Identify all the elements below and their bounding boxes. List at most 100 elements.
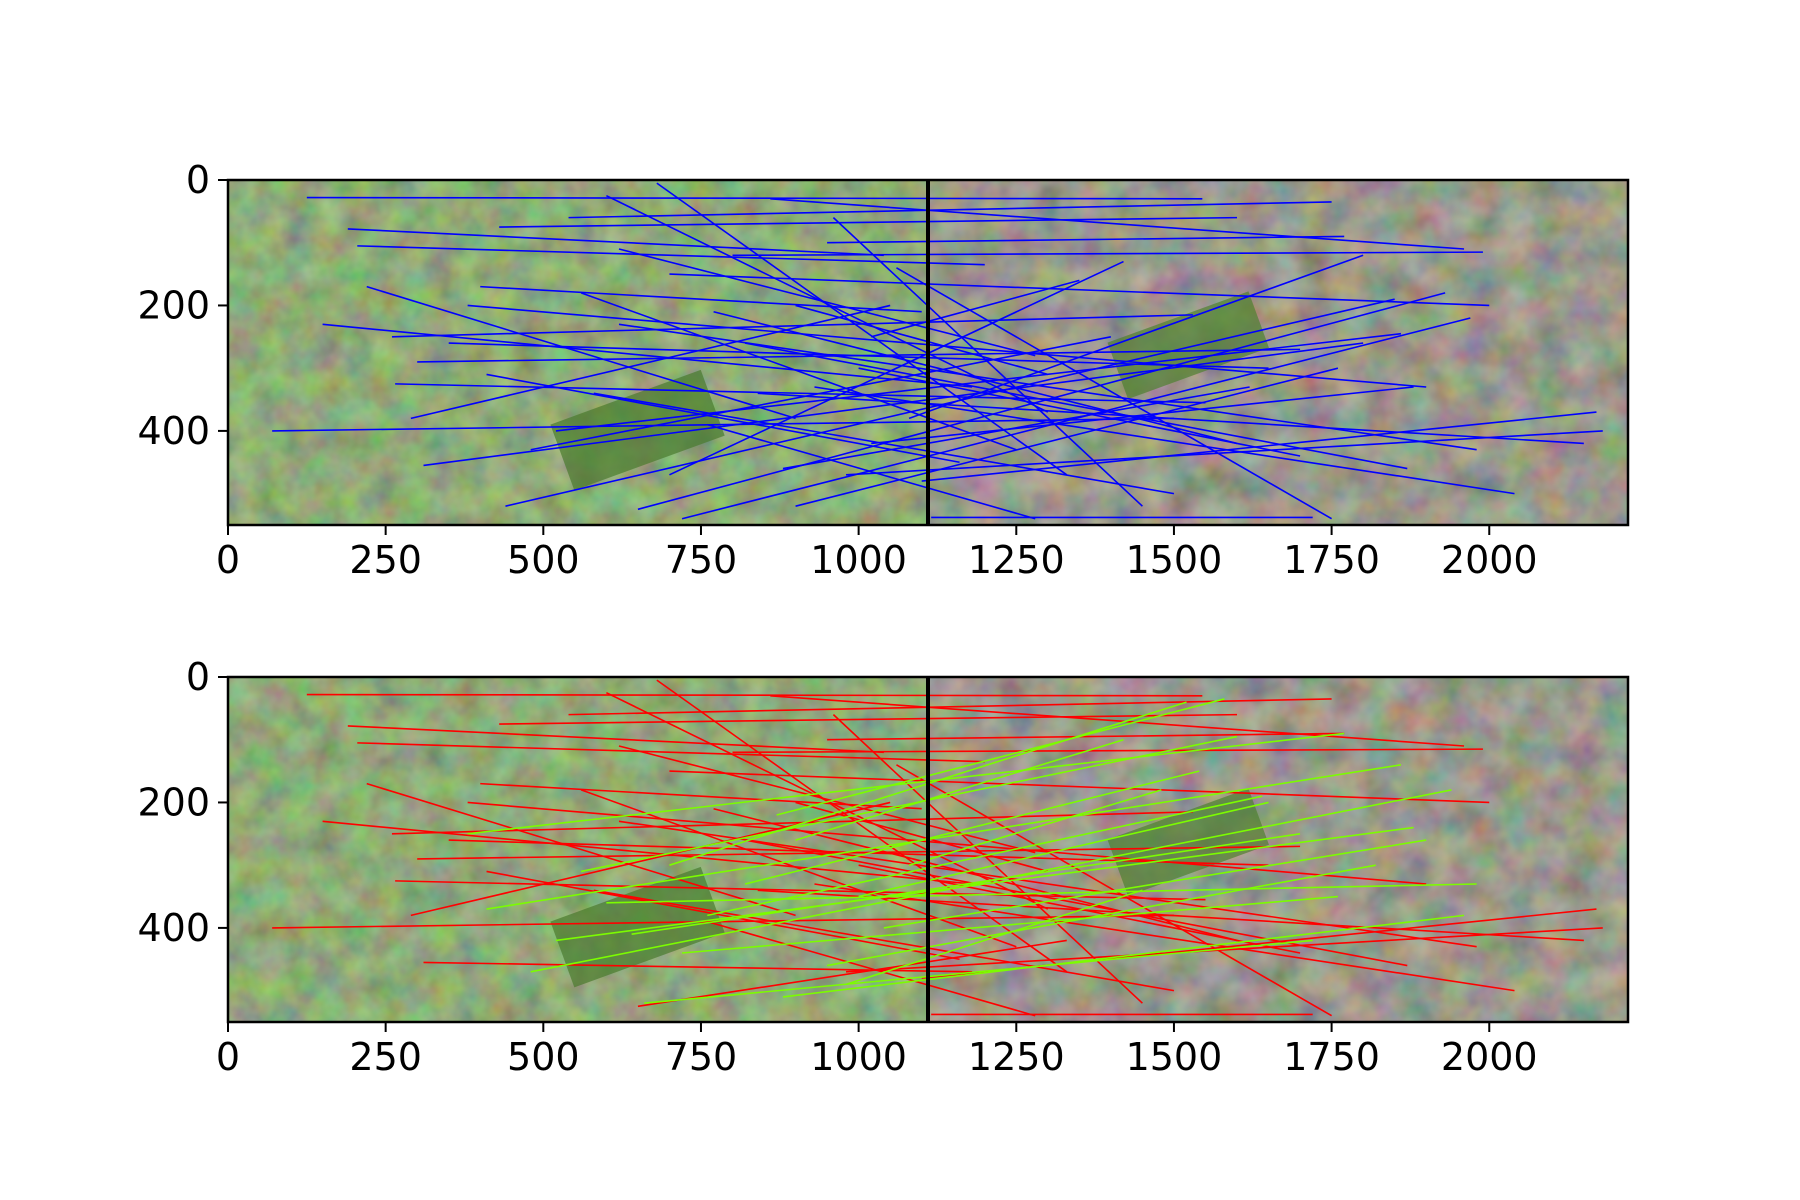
outlier-match-line xyxy=(669,770,1490,804)
match-line xyxy=(707,423,1036,520)
outlier-match-line xyxy=(322,820,973,885)
match-line xyxy=(871,279,1080,338)
match-line xyxy=(306,196,1203,200)
match-line xyxy=(423,342,1364,467)
outlier-match-line xyxy=(637,939,1067,1008)
match-line xyxy=(744,342,1408,470)
outlier-match-line xyxy=(656,679,1068,973)
outlier-match-line xyxy=(272,914,1174,929)
match-line xyxy=(681,317,1471,520)
match-line xyxy=(499,216,1238,228)
outlier-match-line xyxy=(732,748,1483,754)
match-line xyxy=(637,292,1446,511)
y-tick-label: 0 xyxy=(186,655,210,699)
outlier-match-line xyxy=(757,889,1584,942)
y-axis-ticks: 0 200 400 xyxy=(137,655,228,950)
x-tick-label: 2000 xyxy=(1441,1035,1538,1079)
outlier-match-line xyxy=(707,920,1036,1017)
axes-frame xyxy=(226,178,1630,527)
match-line xyxy=(795,304,1049,376)
match-line xyxy=(568,201,1332,219)
match-line xyxy=(845,430,1603,476)
match-line xyxy=(896,267,1333,520)
x-axis-ticks: 0 250 500 750 1000 1250 1500 1750 2000 xyxy=(216,525,1538,582)
outlier-match-line xyxy=(827,732,1345,741)
match-line xyxy=(366,285,796,420)
outlier-match-line xyxy=(744,839,1408,967)
match-line xyxy=(322,323,973,388)
match-line xyxy=(395,383,1206,404)
y-tick-label: 0 xyxy=(186,158,210,202)
match-line xyxy=(871,386,1414,445)
match-line xyxy=(732,251,1483,257)
outlier-match-line xyxy=(618,745,1036,854)
x-tick-label: 1000 xyxy=(810,1035,907,1079)
inlier-match-line xyxy=(631,833,1301,935)
inlier-match-line xyxy=(580,735,1238,873)
x-tick-label: 1750 xyxy=(1283,538,1380,582)
match-line xyxy=(618,248,1036,357)
match-line xyxy=(770,198,1465,250)
match-line xyxy=(814,386,1515,495)
match-line xyxy=(669,260,1124,476)
x-tick-label: 250 xyxy=(349,1035,422,1079)
match-line xyxy=(391,314,1193,338)
match-line xyxy=(486,373,960,464)
match-line xyxy=(580,292,1017,451)
x-tick-label: 500 xyxy=(507,538,580,582)
inlier-match-line xyxy=(644,939,1313,1004)
outlier-match-line xyxy=(770,695,1465,747)
match-line xyxy=(921,411,1597,482)
inlier-match-line xyxy=(467,732,1345,835)
axes-frame xyxy=(226,675,1630,1024)
x-axis-ticks: 0 250 500 750 1000 1250 1500 1750 2000 xyxy=(216,1022,1538,1079)
inlier-match-line xyxy=(555,826,1414,942)
field-patch xyxy=(550,369,725,491)
inlier-match-line xyxy=(776,698,1225,816)
x-tick-label: 250 xyxy=(349,538,422,582)
field-patch xyxy=(550,866,725,988)
match-line xyxy=(410,304,891,420)
bottom-matches-panel: 0 250 500 750 1000 1250 1500 1750 2000 0 200 400 xyxy=(137,655,1630,1079)
inlier-match-line xyxy=(782,914,1465,998)
inlier-match-line xyxy=(845,889,1143,986)
inlier-match-line xyxy=(486,764,1402,910)
outlier-match-line xyxy=(499,713,1238,725)
outlier-match-line xyxy=(366,782,796,917)
outlier-match-line xyxy=(845,927,1603,973)
x-tick-label: 1250 xyxy=(968,1035,1065,1079)
outlier-match-line xyxy=(713,807,1238,942)
match-line xyxy=(757,392,1584,445)
outlier-match-line xyxy=(814,883,1515,992)
inlier-match-line xyxy=(826,864,1376,967)
match-line xyxy=(555,332,1402,432)
match-line xyxy=(530,336,1112,451)
x-tick-label: 750 xyxy=(665,1035,738,1079)
outlier-match-line xyxy=(832,714,1143,1004)
outlier-match-line xyxy=(580,789,1017,948)
x-tick-label: 2000 xyxy=(1441,538,1538,582)
inlier-match-line xyxy=(606,883,1477,904)
x-tick-label: 0 xyxy=(216,1035,240,1079)
inlier-match-line xyxy=(707,795,1263,917)
match-line xyxy=(656,182,1068,476)
x-tick-label: 1750 xyxy=(1283,1035,1380,1079)
y-tick-label: 200 xyxy=(137,283,210,327)
outlier-match-line xyxy=(347,725,884,754)
x-tick-label: 1500 xyxy=(1126,538,1223,582)
x-tick-label: 1500 xyxy=(1126,1035,1223,1079)
y-axis-ticks: 0 200 400 xyxy=(137,158,228,453)
x-tick-label: 1000 xyxy=(810,538,907,582)
y-tick-label: 200 xyxy=(137,780,210,824)
outlier-match-line xyxy=(306,693,1203,697)
match-line xyxy=(827,235,1345,244)
match-line xyxy=(669,273,1490,307)
outlier-match-line xyxy=(423,961,973,973)
aerial-image-pair xyxy=(228,677,1628,1022)
x-tick-label: 500 xyxy=(507,1035,580,1079)
match-line xyxy=(448,342,1269,369)
inlier-match-line xyxy=(681,895,1338,954)
outlier-match-line xyxy=(568,698,1332,716)
match-line xyxy=(908,254,1364,420)
